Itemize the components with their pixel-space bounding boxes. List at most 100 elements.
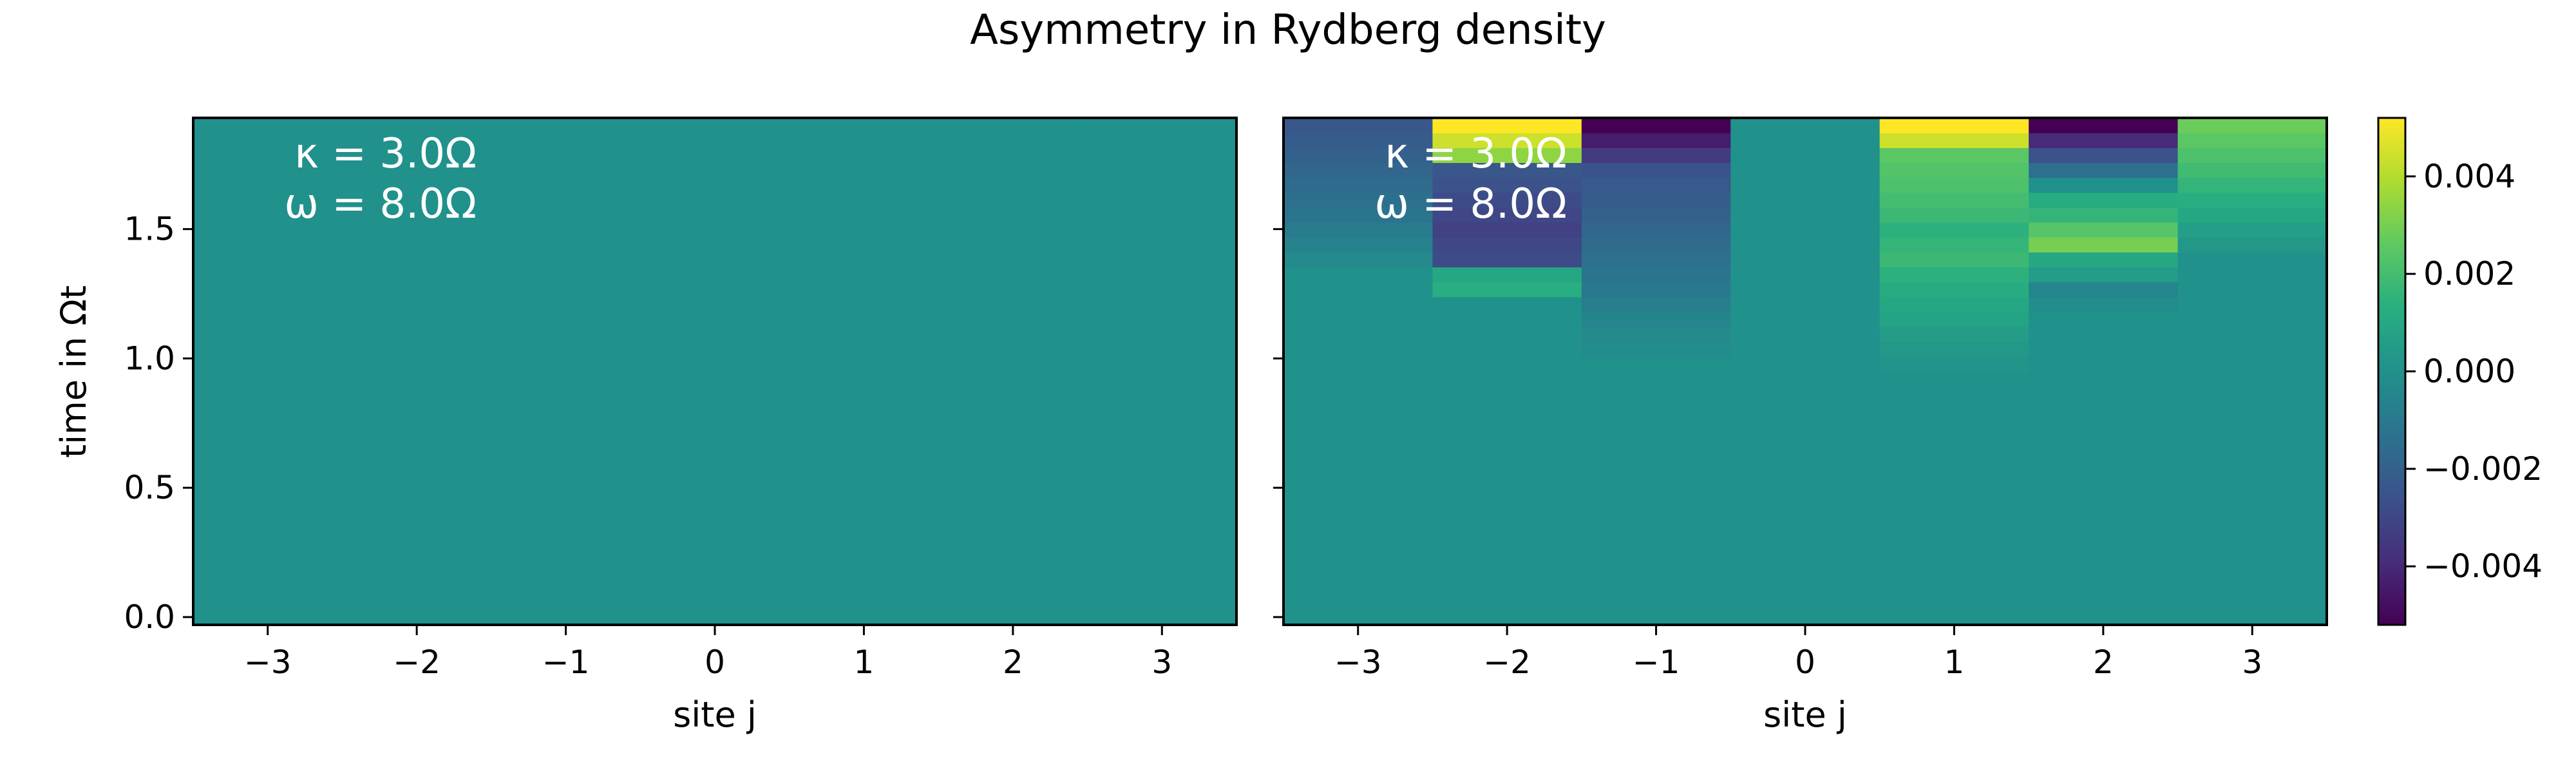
heatmap-cell xyxy=(491,431,641,446)
x-tick-label: 2 xyxy=(1003,644,1023,681)
heatmap-cell xyxy=(2029,595,2179,611)
heatmap-cell xyxy=(193,401,343,417)
heatmap-cell xyxy=(2029,415,2179,432)
heatmap-cell xyxy=(640,595,790,611)
heatmap-cell xyxy=(1432,446,1582,461)
heatmap-cell xyxy=(1879,415,2029,432)
heatmap-cell xyxy=(1087,177,1237,193)
heatmap-cell xyxy=(491,267,641,283)
heatmap-cell xyxy=(1432,431,1582,446)
heatmap-cell xyxy=(640,148,790,164)
heatmap-cell xyxy=(2177,237,2327,253)
heatmap-cell xyxy=(1432,520,1582,536)
heatmap-cell xyxy=(1432,505,1582,521)
heatmap-cell xyxy=(1087,490,1237,506)
heatmap-cell xyxy=(2177,565,2327,581)
heatmap-cell xyxy=(342,595,492,611)
heatmap-cell xyxy=(1087,207,1237,223)
heatmap-cell xyxy=(1087,446,1237,461)
heatmap-cell xyxy=(789,535,939,551)
heatmap-cell xyxy=(491,162,641,178)
heatmap-cell xyxy=(491,550,641,566)
heatmap-cell xyxy=(938,431,1088,446)
heatmap-cell xyxy=(938,118,1088,133)
heatmap-cell xyxy=(2177,177,2327,193)
heatmap-cell xyxy=(342,415,492,432)
heatmap-cell xyxy=(491,446,641,461)
heatmap-cell xyxy=(1087,356,1237,372)
heatmap-cell xyxy=(342,327,492,342)
heatmap-cell xyxy=(1730,327,1880,342)
heatmap-cell xyxy=(2177,282,2327,298)
heatmap-cell xyxy=(2177,609,2327,625)
heatmap-cell xyxy=(1879,177,2029,193)
heatmap-cell xyxy=(1879,311,2029,327)
heatmap-cell xyxy=(2029,550,2179,566)
heatmap-cell xyxy=(1283,446,1434,461)
heatmap-cell xyxy=(2029,207,2179,223)
heatmap-cell xyxy=(789,207,939,223)
heatmap-cell xyxy=(2029,118,2179,133)
heatmap-cell xyxy=(193,148,343,164)
heatmap-cell xyxy=(1087,565,1237,581)
heatmap-cell xyxy=(2177,475,2327,491)
heatmap-cell xyxy=(491,177,641,193)
heatmap-cell xyxy=(938,415,1088,432)
heatmap-cell xyxy=(1283,177,1434,193)
heatmap-cell xyxy=(1581,327,1731,342)
heatmap-cell xyxy=(1087,386,1237,402)
heatmap-cell xyxy=(2177,207,2327,223)
heatmap-cell xyxy=(1087,595,1237,611)
heatmap-cell xyxy=(491,296,641,312)
heatmap-cell xyxy=(1432,296,1582,312)
heatmap-cell xyxy=(491,282,641,298)
heatmap-cell xyxy=(1581,371,1731,387)
x-tick-label: 1 xyxy=(854,644,875,681)
heatmap-cell xyxy=(1581,446,1731,461)
heatmap-cell xyxy=(1879,446,2029,461)
heatmap-cell xyxy=(491,386,641,402)
heatmap-cell xyxy=(2029,386,2179,402)
heatmap-cell xyxy=(1432,207,1582,223)
heatmap-cell xyxy=(1283,580,1434,596)
heatmap-cell xyxy=(640,282,790,298)
heatmap-cell xyxy=(1581,133,1731,148)
heatmap-cell xyxy=(193,550,343,566)
heatmap-cell xyxy=(491,207,641,223)
heatmap-cell xyxy=(938,207,1088,223)
x-tick-label: −3 xyxy=(244,644,292,681)
heatmap-cell xyxy=(1879,431,2029,446)
heatmap-cell xyxy=(1730,177,1880,193)
heatmap-cell xyxy=(1879,252,2029,268)
heatmap-cell xyxy=(491,133,641,148)
right-panel: −3 −2 −1 0 1 2 3 κ = 3.0Ω ω = 8.0Ω site j xyxy=(1273,117,2328,735)
heatmap-cell xyxy=(491,415,641,432)
heatmap-cell xyxy=(1581,550,1731,566)
heatmap-cell xyxy=(342,431,492,446)
heatmap-cell xyxy=(789,371,939,387)
heatmap-cell xyxy=(2029,252,2179,268)
heatmap-cell xyxy=(938,505,1088,521)
heatmap-cell xyxy=(1087,148,1237,164)
heatmap-cell xyxy=(1283,133,1434,148)
heatmap-cell xyxy=(2029,446,2179,461)
heatmap-cell xyxy=(789,327,939,342)
heatmap-cell xyxy=(342,237,492,253)
heatmap-cell xyxy=(1283,505,1434,521)
heatmap-cell xyxy=(1581,341,1731,357)
heatmap-cell xyxy=(1432,252,1582,268)
heatmap-cell xyxy=(1087,431,1237,446)
heatmap-cell xyxy=(1879,148,2029,164)
chart-title: Asymmetry in Rydberg density xyxy=(970,6,1606,54)
heatmap-cell xyxy=(491,192,641,208)
heatmap-cell xyxy=(789,609,939,625)
x-tick-label: 3 xyxy=(2242,644,2262,681)
heatmap-cell xyxy=(1730,535,1880,551)
heatmap-cell xyxy=(342,565,492,581)
heatmap-cell xyxy=(1730,311,1880,327)
heatmap-cell xyxy=(193,609,343,625)
heatmap-cell xyxy=(342,222,492,238)
heatmap-cell xyxy=(2029,461,2179,477)
heatmap-cell xyxy=(789,520,939,536)
heatmap-cell xyxy=(640,327,790,342)
